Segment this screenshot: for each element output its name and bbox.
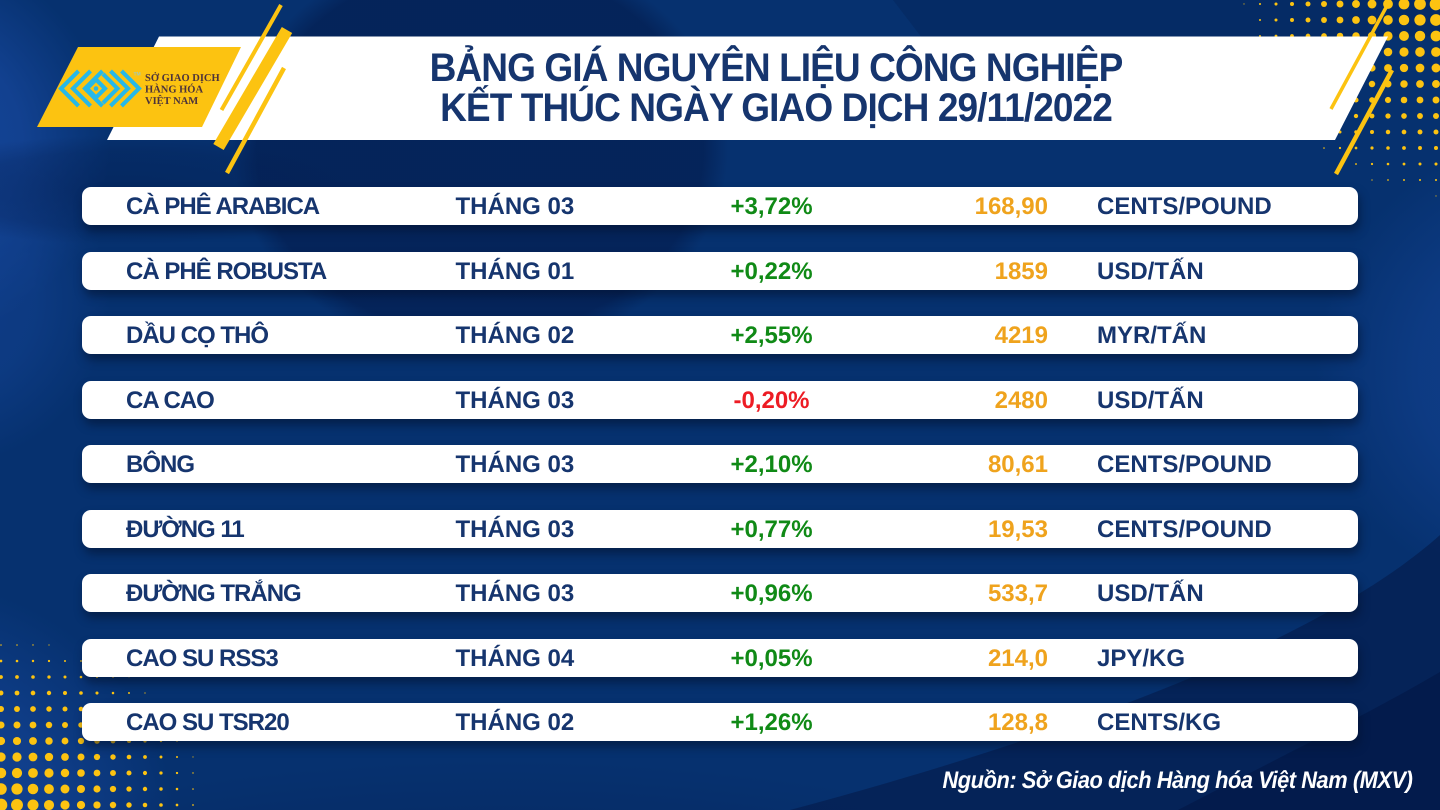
svg-text:SỞ GIAO DỊCH: SỞ GIAO DỊCH (145, 72, 220, 84)
svg-text:VIỆT NAM: VIỆT NAM (145, 94, 198, 107)
svg-text:HÀNG HÓA: HÀNG HÓA (145, 83, 203, 96)
svg-text:TM: TM (134, 72, 141, 78)
